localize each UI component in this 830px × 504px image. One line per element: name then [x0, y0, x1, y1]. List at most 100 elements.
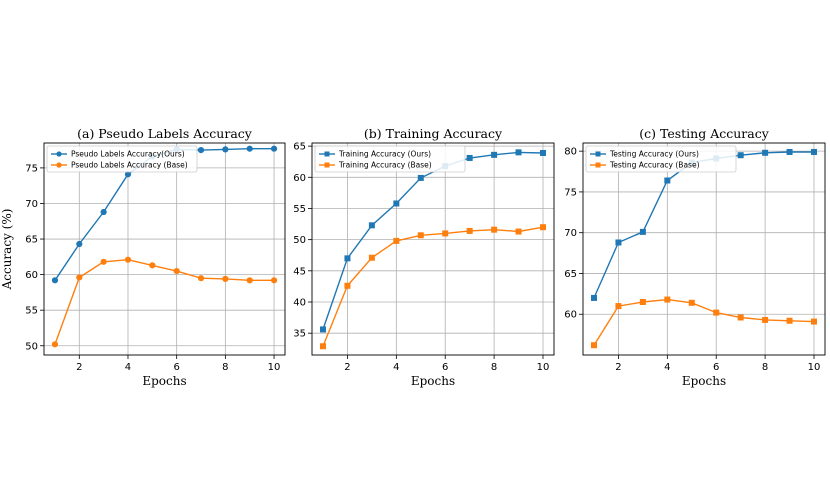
data-point — [591, 342, 597, 349]
data-point — [393, 237, 400, 244]
data-point — [222, 275, 229, 282]
series-line-1 — [593, 298, 815, 346]
x-axis-label: Epochs — [411, 374, 455, 388]
data-point — [222, 146, 229, 153]
data-point — [466, 227, 473, 234]
data-point — [368, 222, 375, 229]
data-point — [540, 224, 546, 231]
x-axis-label: Epochs — [682, 374, 726, 388]
data-point — [344, 282, 351, 289]
y-tick-label: 50 — [293, 235, 306, 246]
series-line-1 — [54, 258, 274, 345]
x-tick-label: 2 — [344, 362, 350, 373]
data-point — [540, 149, 546, 156]
data-point — [124, 256, 132, 263]
legend-marker — [56, 162, 62, 168]
y-tick-label: 65 — [25, 235, 38, 246]
legend-marker — [324, 162, 330, 168]
legend-label: Testing Accuracy (Ours) — [609, 150, 699, 159]
data-point — [762, 149, 769, 156]
legend-label: Training Accuracy (Ours) — [338, 150, 431, 159]
series-line-0 — [593, 151, 814, 299]
x-tick-label: 4 — [125, 362, 131, 373]
legend-box — [585, 145, 737, 173]
legend-marker — [595, 151, 601, 157]
data-point — [344, 255, 351, 262]
data-point — [76, 240, 83, 248]
legend-label: Training Accuracy (Base) — [338, 161, 432, 170]
x-tick-label: 6 — [173, 362, 179, 373]
data-point — [811, 148, 817, 155]
data-point — [51, 277, 59, 284]
legend-marker — [324, 151, 330, 157]
x-tick-label: 10 — [268, 362, 281, 373]
data-point — [466, 154, 473, 161]
x-axis-label: Epochs — [142, 374, 186, 388]
data-point — [246, 277, 253, 284]
data-point — [664, 296, 671, 303]
data-point — [786, 148, 793, 155]
data-point — [270, 145, 278, 152]
data-point — [688, 299, 695, 306]
data-point — [197, 147, 205, 154]
chart-title: (c) Testing Accuracy — [639, 126, 769, 141]
legend-marker — [56, 151, 62, 157]
x-tick-label: 6 — [713, 362, 719, 373]
data-point — [149, 262, 156, 269]
chart-training-accuracy: 2 4 6 8 10 35 40 45 50 55 60 65 (b) Training Accurac… — [293, 126, 555, 388]
data-point — [786, 317, 793, 324]
data-point — [639, 299, 646, 305]
legend-label: Pseudo Labels Accuracy(Ours) — [71, 150, 185, 159]
data-point — [320, 326, 326, 333]
data-point — [737, 314, 744, 321]
series-line-1 — [322, 226, 544, 347]
chart-title: (b) Training Accuracy — [364, 126, 503, 141]
y-tick-label: 80 — [564, 147, 577, 158]
data-point — [762, 316, 769, 323]
data-point — [442, 230, 449, 237]
data-point — [100, 258, 107, 265]
x-tick-label: 2 — [615, 362, 621, 373]
y-tick-label: 45 — [293, 266, 306, 277]
y-tick-label: 75 — [25, 163, 38, 174]
data-point — [417, 232, 424, 239]
chart-testing-accuracy: 2 4 6 8 10 60 65 70 75 80 (c) Testing Accuracy Epoc… — [564, 126, 826, 388]
plot-frame — [582, 142, 826, 356]
chart-title: (a) Pseudo Labels Accuracy — [77, 126, 253, 141]
y-tick-label: 60 — [293, 173, 306, 184]
data-point — [591, 294, 597, 301]
y-tick-label: 60 — [564, 310, 577, 321]
y-axis-label: Accuracy (%) — [0, 209, 14, 291]
data-point — [51, 341, 59, 348]
y-tick-label: 65 — [293, 142, 306, 153]
y-tick-label: 35 — [293, 329, 306, 340]
x-tick-label: 8 — [762, 362, 768, 373]
y-tick-label: 75 — [564, 187, 577, 198]
data-point — [515, 149, 522, 156]
legend-label: Pseudo Labels Accuracy (Base) — [71, 161, 188, 170]
y-tick-label: 70 — [25, 199, 38, 210]
legend-marker — [595, 162, 601, 168]
data-point — [197, 275, 205, 282]
legend-box — [46, 145, 198, 173]
x-tick-label: 6 — [442, 362, 448, 373]
data-point — [713, 309, 720, 316]
y-tick-label: 40 — [293, 298, 306, 309]
plot-frame — [311, 142, 555, 356]
data-point — [491, 151, 498, 158]
data-point — [124, 171, 132, 178]
data-point — [100, 208, 107, 216]
data-point — [811, 318, 817, 325]
data-point — [393, 200, 400, 207]
y-tick-label: 60 — [25, 270, 38, 281]
chart-pseudo-labels-accuracy: 2 4 6 8 10 50 55 60 65 70 75 (a) Pseudo Labels Accu… — [0, 126, 286, 388]
data-point — [664, 177, 671, 184]
data-point — [76, 274, 83, 281]
x-tick-label: 4 — [393, 362, 399, 373]
data-point — [173, 267, 180, 275]
legend-box — [314, 145, 466, 173]
plot-frame — [43, 142, 286, 356]
x-tick-label: 2 — [76, 362, 82, 373]
legend-label: Testing Accuracy (Base) — [609, 161, 700, 170]
